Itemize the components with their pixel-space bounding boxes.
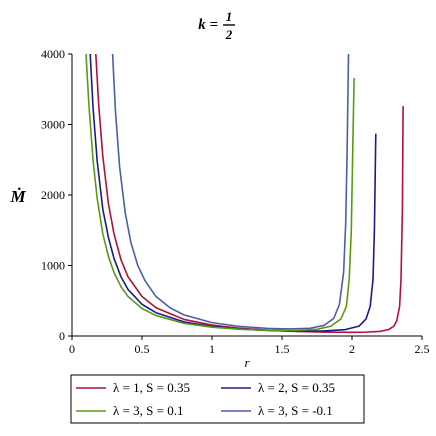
- x-tick-label: 0: [69, 342, 75, 356]
- title-prefix: k =: [198, 17, 218, 33]
- series-layer: [85, 54, 404, 334]
- y-tick-label: 1000: [41, 259, 65, 273]
- chart-title: k = 1 2: [198, 9, 235, 42]
- legend-label-4: λ = 3, S = -0.1: [258, 403, 333, 418]
- legend-label-2: λ = 2, S = 0.35: [258, 380, 335, 395]
- x-tick-label: 0.5: [135, 342, 150, 356]
- y-tick-label: 0: [59, 329, 65, 343]
- legend-item-1: λ = 1, S = 0.35: [76, 380, 190, 395]
- y-tick-label: 3000: [41, 118, 65, 132]
- x-tick-label: 1.5: [275, 342, 290, 356]
- legend-box: [70, 374, 365, 424]
- series-line-2: [89, 54, 377, 332]
- x-axis-label: r: [244, 355, 250, 370]
- legend: λ = 1, S = 0.35 λ = 2, S = 0.35 λ = 3, S…: [70, 374, 365, 424]
- series-line-1: [95, 54, 404, 334]
- legend-label-3: λ = 3, S = 0.1: [113, 403, 183, 418]
- legend-item-4: λ = 3, S = -0.1: [221, 403, 333, 418]
- x-tick-label: 2: [349, 342, 355, 356]
- series-line-3: [85, 54, 355, 332]
- x-tick-label: 1: [209, 342, 215, 356]
- legend-item-3: λ = 3, S = 0.1: [76, 403, 183, 418]
- legend-label-1: λ = 1, S = 0.35: [113, 380, 190, 395]
- x-ticks: 0 0.5 1 1.5 2 2.5: [69, 336, 430, 356]
- title-numerator: 1: [226, 9, 233, 24]
- y-tick-label: 4000: [41, 47, 65, 61]
- title-denominator: 2: [225, 27, 233, 42]
- y-axis-label: Ṁ: [9, 187, 26, 206]
- series-line-4: [111, 54, 350, 330]
- y-ticks: 0 1000 2000 3000 4000: [41, 47, 72, 343]
- legend-item-2: λ = 2, S = 0.35: [221, 380, 335, 395]
- x-tick-label: 2.5: [415, 342, 430, 356]
- y-tick-label: 2000: [41, 188, 65, 202]
